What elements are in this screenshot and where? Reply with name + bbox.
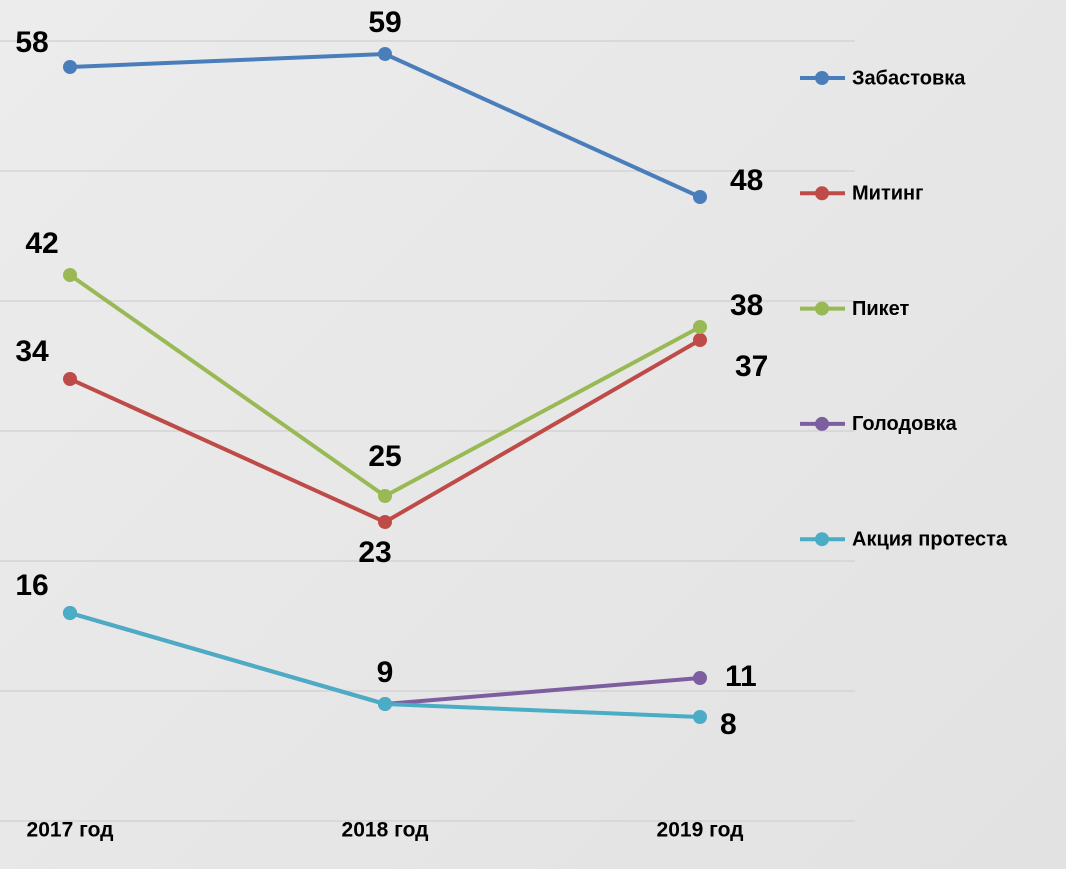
data-label: 58 [15,26,48,59]
point [63,606,77,620]
legend-label: Забастовка [852,67,966,89]
point [378,489,392,503]
point [693,671,707,685]
legend-label: Акция протеста [852,528,1008,550]
data-label: 42 [25,227,58,260]
legend-marker [815,186,829,201]
legend-label: Митинг [852,183,923,205]
legend-label: Пикет [852,298,910,320]
legend-marker [815,71,829,85]
legend-marker [815,301,829,316]
point [63,372,77,386]
legend-label: Голодовка [852,413,958,435]
data-label: 48 [730,164,763,197]
point [63,268,77,282]
point [378,47,392,61]
series-line [69,51,701,199]
x-tick-label: 2019 год [657,819,744,842]
data-label: 38 [730,289,763,322]
data-label: 9 [377,656,394,689]
data-label: 8 [720,708,737,741]
point [63,60,77,74]
data-label: 25 [368,440,401,473]
data-label: 23 [358,536,391,569]
point [378,515,392,529]
x-tick-label: 2018 год [342,819,429,842]
point [693,710,707,724]
point [378,697,392,711]
point [693,333,707,347]
legend-marker [815,532,829,547]
data-label: 59 [368,6,401,39]
data-label: 11 [725,660,757,693]
data-label: 37 [735,350,768,383]
data-label: 34 [15,335,49,368]
point [693,320,707,334]
data-label: 16 [15,569,48,602]
legend-marker [815,416,829,431]
x-tick-label: 2017 год [27,819,114,842]
point [693,190,707,204]
